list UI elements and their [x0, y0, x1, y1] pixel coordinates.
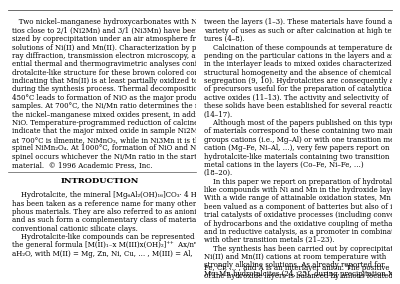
Text: indicating that Mn(II) is at least partially oxidized to Mn(III): indicating that Mn(II) is at least parti… [12, 77, 226, 85]
Text: structural homogeneity and the absence of chemical: structural homogeneity and the absence o… [204, 69, 391, 77]
Text: phous materials. They are also referred to as anionic clays,: phous materials. They are also referred … [12, 208, 223, 216]
Text: with other transition metals (21–23).: with other transition metals (21–23). [204, 236, 334, 244]
Text: and as such form a complementary class of materials to: and as such form a complementary class o… [12, 216, 211, 224]
Text: drotalcite-like structure for these brown colored compounds,: drotalcite-like structure for these brow… [12, 69, 229, 77]
Text: solutions of Ni(II) and Mn(II). Characterization by powder X-: solutions of Ni(II) and Mn(II). Characte… [12, 43, 228, 52]
Text: material.  © 1996 Academic Press, Inc.: material. © 1996 Academic Press, Inc. [12, 161, 152, 169]
Text: metal cations in the layers (Co–Fe, Ni–Fe, …): metal cations in the layers (Co–Fe, Ni–F… [204, 161, 364, 169]
Text: Fe, Cr, … , and A is an interlayer anion. The positive charge: Fe, Cr, … , and A is an interlayer anion… [204, 264, 400, 272]
Text: conventional cationic silicate clays.: conventional cationic silicate clays. [12, 225, 138, 233]
Text: cation (Mg–Fe, Ni–Al, …), very few papers report on: cation (Mg–Fe, Ni–Al, …), very few paper… [204, 144, 390, 152]
Text: variety of uses as such or after calcination at high tempera-: variety of uses as such or after calcina… [204, 27, 400, 35]
Text: sized by coprecipitation under an air atmosphere from aqueous: sized by coprecipitation under an air at… [12, 35, 239, 43]
Text: Ni(II) and Mn(II) cations at room temperature with: Ni(II) and Mn(II) cations at room temper… [204, 253, 386, 261]
Text: 450°C leads to formation of NiO as the major product in both: 450°C leads to formation of NiO as the m… [12, 94, 231, 102]
Text: NiO. Temperature-programmed reduction of calcined samples: NiO. Temperature-programmed reduction of… [12, 119, 234, 127]
Text: of the hydroxide layers is balanced by anions located be-: of the hydroxide layers is balanced by a… [204, 272, 400, 280]
Text: active oxides (11–13). The activity and selectivity of: active oxides (11–13). The activity and … [204, 94, 388, 102]
Text: (18–20).: (18–20). [204, 169, 233, 177]
Text: aH₂O, with M(II) = Mg, Zn, Ni, Cu, … , M(III) = Al,: aH₂O, with M(II) = Mg, Zn, Ni, Cu, … , M… [12, 250, 193, 258]
Text: these solids have been established for several reactions: these solids have been established for s… [204, 102, 400, 110]
Text: In this paper we report on preparation of hydrotalcite-: In this paper we report on preparation o… [204, 178, 400, 186]
Text: With a wide range of attainable oxidation states, Mn has: With a wide range of attainable oxidatio… [204, 194, 400, 202]
Text: samples. At 700°C, the Ni/Mn ratio determines the nature of: samples. At 700°C, the Ni/Mn ratio deter… [12, 102, 228, 110]
Text: groups cations (i.e., Mg–Al) or with one transition metal: groups cations (i.e., Mg–Al) or with one… [204, 136, 400, 144]
Text: of materials correspond to these containing two main: of materials correspond to these contain… [204, 127, 395, 135]
Text: Calcination of these compounds at temperature de-: Calcination of these compounds at temper… [204, 43, 396, 52]
Text: tween the layers (1–3). These materials have found a great: tween the layers (1–3). These materials … [204, 18, 400, 26]
Text: the nickel–manganese mixed oxides present, in addition to: the nickel–manganese mixed oxides presen… [12, 110, 221, 119]
Text: pending on the particular cations in the layers and anions: pending on the particular cations in the… [204, 52, 400, 60]
Text: (14–17).: (14–17). [204, 110, 233, 119]
Text: Mg–Mn hydrotalcites (24, 25), during precipitation Mn(II): Mg–Mn hydrotalcites (24, 25), during pre… [204, 270, 400, 278]
Text: INTRODUCTION: INTRODUCTION [61, 177, 139, 185]
Text: like compounds with Ni and Mn in the hydroxide layers.: like compounds with Ni and Mn in the hyd… [204, 186, 400, 194]
Text: hydrotalcite-like materials containing two transition: hydrotalcite-like materials containing t… [204, 153, 389, 160]
Text: Hydrotalcite, the mineral [Mg₆Al₂(OH)₁₆]CO₃· 4 H₂O,: Hydrotalcite, the mineral [Mg₆Al₂(OH)₁₆]… [12, 191, 207, 199]
Text: tios close to 2/1 (Ni2Mn) and 3/1 (Ni3Mn) have been synthe-: tios close to 2/1 (Ni2Mn) and 3/1 (Ni3Mn… [12, 27, 228, 35]
Text: The synthesis has been carried out by coprecipitation of: The synthesis has been carried out by co… [204, 245, 400, 253]
Text: has been taken as a reference name for many other isomor-: has been taken as a reference name for m… [12, 199, 225, 208]
Text: at 700°C is ilmenite, NiMnO₃, while in Ni3Mn it is the: at 700°C is ilmenite, NiMnO₃, while in N… [12, 136, 204, 144]
Text: been valued as a component of batteries but also of indus-: been valued as a component of batteries … [204, 203, 400, 211]
Text: and in reductive catalysis, as a promoter in combination: and in reductive catalysis, as a promote… [204, 228, 400, 236]
Text: Hydrotalcite-like compounds can be represented by: Hydrotalcite-like compounds can be repre… [12, 233, 205, 241]
Text: of precursors useful for the preparation of catalytically: of precursors useful for the preparation… [204, 85, 400, 93]
Text: trial catalysts of oxidative processes (including conversion: trial catalysts of oxidative processes (… [204, 211, 400, 219]
Text: of hydrocarbons and the oxidative coupling of methane): of hydrocarbons and the oxidative coupli… [204, 220, 400, 227]
Text: spinel occurs whichever the Ni/Mn ratio in the starting: spinel occurs whichever the Ni/Mn ratio … [12, 153, 208, 160]
Text: indicate that the major mixed oxide in sample Ni2Mn calcined: indicate that the major mixed oxide in s… [12, 127, 234, 135]
Text: strongly alkaline solutions. As already reported for: strongly alkaline solutions. As already … [204, 261, 384, 270]
Text: ray diffraction, transmission electron microscopy, and differ-: ray diffraction, transmission electron m… [12, 52, 229, 60]
Text: segregation (9, 10). Hydrotalcites are consequently a set: segregation (9, 10). Hydrotalcites are c… [204, 77, 400, 85]
Text: during the synthesis process. Thermal decomposition in air at: during the synthesis process. Thermal de… [12, 85, 232, 93]
Text: tures (4–8).: tures (4–8). [204, 35, 245, 43]
Text: the general formula [M(II)₁₋x M(III)x(OH)₂]⁺⁺  Ax/nⁿ⁻·: the general formula [M(II)₁₋x M(III)x(OH… [12, 241, 203, 249]
Text: in the interlayer leads to mixed oxides characterized by: in the interlayer leads to mixed oxides … [204, 60, 400, 68]
Text: Although most of the papers published on this type: Although most of the papers published on… [204, 119, 394, 127]
Text: Two nickel–manganese hydroxycarbonates with Ni/Mn ra-: Two nickel–manganese hydroxycarbonates w… [12, 18, 226, 26]
Text: spinel NiMn₂O₄. At 1000°C, formation of NiO and NiMn₂O₄: spinel NiMn₂O₄. At 1000°C, formation of … [12, 144, 221, 152]
Text: ential thermal and thermogravimetric analyses confirm a hy-: ential thermal and thermogravimetric ana… [12, 60, 229, 68]
